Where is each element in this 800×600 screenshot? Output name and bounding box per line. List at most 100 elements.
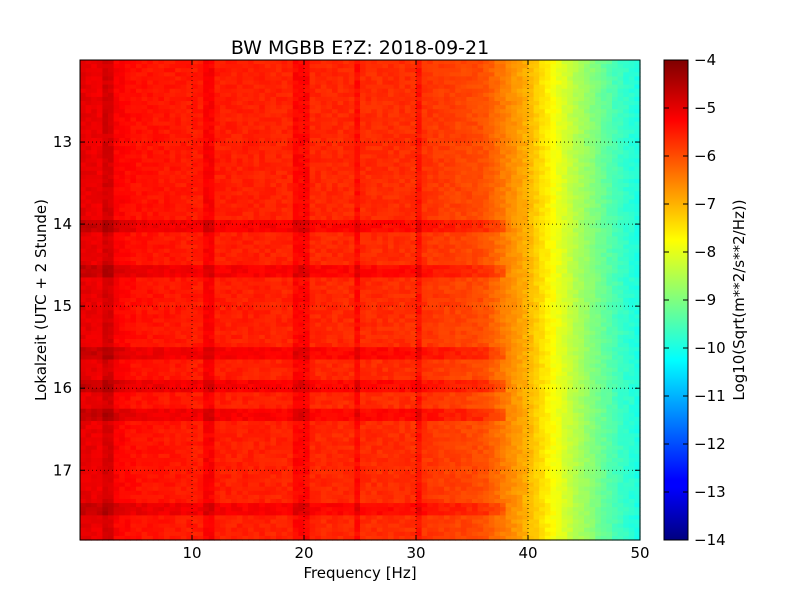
heatmap-cell (259, 187, 266, 192)
heatmap-cell (533, 224, 540, 229)
heatmap-cell (337, 191, 344, 196)
heatmap-cell (516, 224, 523, 229)
heatmap-cell (416, 129, 423, 135)
heatmap-cell (533, 261, 540, 266)
heatmap-cell (136, 154, 143, 160)
heatmap-cell (416, 220, 423, 225)
heatmap-cell (365, 215, 372, 221)
heatmap-cell (511, 121, 518, 127)
heatmap-cell (617, 162, 624, 168)
heatmap-cell (113, 232, 120, 238)
heatmap-cell (477, 187, 484, 192)
heatmap-cell (578, 162, 585, 168)
heatmap-cell (393, 232, 400, 238)
heatmap-cell (136, 166, 143, 172)
heatmap-cell (113, 84, 120, 90)
heatmap-cell (561, 125, 568, 131)
heatmap-cell (589, 105, 596, 110)
heatmap-cell (141, 117, 148, 123)
heatmap-cell (203, 113, 210, 119)
heatmap-cell (164, 228, 171, 233)
heatmap-cell (96, 195, 103, 201)
heatmap-cell (634, 158, 641, 164)
heatmap-cell (460, 187, 467, 192)
heatmap-cell (343, 80, 350, 86)
heatmap-cell (360, 121, 367, 127)
heatmap-cell (589, 170, 596, 176)
heatmap-cell (231, 248, 238, 254)
heatmap-cell (494, 252, 501, 258)
heatmap-cell (371, 117, 378, 123)
heatmap-cell (259, 158, 266, 164)
heatmap-cell (505, 105, 512, 110)
heatmap-cell (343, 174, 350, 180)
heatmap-cell (455, 137, 462, 143)
heatmap-cell (192, 150, 199, 155)
heatmap-cell (287, 117, 294, 123)
heatmap-cell (539, 178, 546, 184)
heatmap-cell (483, 117, 490, 123)
heatmap-cell (304, 154, 311, 160)
heatmap-cell (248, 121, 255, 127)
heatmap-cell (410, 137, 417, 143)
heatmap-cell (292, 178, 299, 184)
heatmap-cell (511, 117, 518, 123)
heatmap-cell (113, 256, 120, 262)
heatmap-cell (85, 129, 92, 135)
heatmap-cell (315, 195, 322, 201)
heatmap-cell (427, 72, 434, 78)
heatmap-cell (253, 215, 260, 221)
heatmap-cell (561, 236, 568, 242)
heatmap-cell (287, 252, 294, 258)
heatmap-cell (477, 76, 484, 82)
heatmap-cell (292, 256, 299, 262)
heatmap-cell (119, 88, 126, 94)
heatmap-cell (287, 88, 294, 94)
heatmap-cell (539, 224, 546, 229)
heatmap-cell (494, 76, 501, 82)
heatmap-cell (634, 96, 641, 102)
heatmap-cell (180, 174, 187, 180)
heatmap-cell (152, 256, 159, 262)
heatmap-cell (253, 158, 260, 164)
heatmap-cell (119, 96, 126, 102)
heatmap-cell (528, 228, 535, 233)
heatmap-cell (404, 228, 411, 233)
heatmap-cell (220, 146, 227, 151)
heatmap-cell (617, 154, 624, 160)
heatmap-cell (276, 88, 283, 94)
heatmap-cell (416, 60, 423, 65)
heatmap-cell (399, 203, 406, 209)
heatmap-cell (147, 236, 154, 242)
heatmap-cell (388, 162, 395, 168)
heatmap-cell (477, 248, 484, 254)
heatmap-cell (180, 187, 187, 192)
heatmap-cell (236, 129, 243, 135)
heatmap-cell (147, 137, 154, 143)
heatmap-cell (600, 133, 607, 139)
heatmap-cell (130, 232, 137, 238)
heatmap-cell (124, 84, 131, 90)
heatmap-cell (628, 232, 635, 238)
heatmap-cell (119, 84, 126, 90)
heatmap-cell (578, 256, 585, 262)
heatmap-cell (606, 84, 613, 90)
heatmap-cell (528, 244, 535, 250)
heatmap-cell (393, 101, 400, 106)
heatmap-cell (438, 215, 445, 221)
heatmap-cell (298, 142, 305, 147)
heatmap-cell (259, 154, 266, 160)
heatmap-cell (169, 215, 176, 221)
heatmap-cell (119, 121, 126, 127)
heatmap-cell (483, 187, 490, 192)
heatmap-cell (231, 68, 238, 73)
heatmap-cell (309, 211, 316, 217)
heatmap-cell (164, 72, 171, 78)
heatmap-cell (309, 207, 316, 213)
heatmap-cell (365, 80, 372, 86)
heatmap-cell (427, 137, 434, 143)
heatmap-cell (606, 224, 613, 229)
heatmap-cell (136, 252, 143, 258)
heatmap-cell (556, 60, 563, 65)
heatmap-cell (600, 64, 607, 69)
